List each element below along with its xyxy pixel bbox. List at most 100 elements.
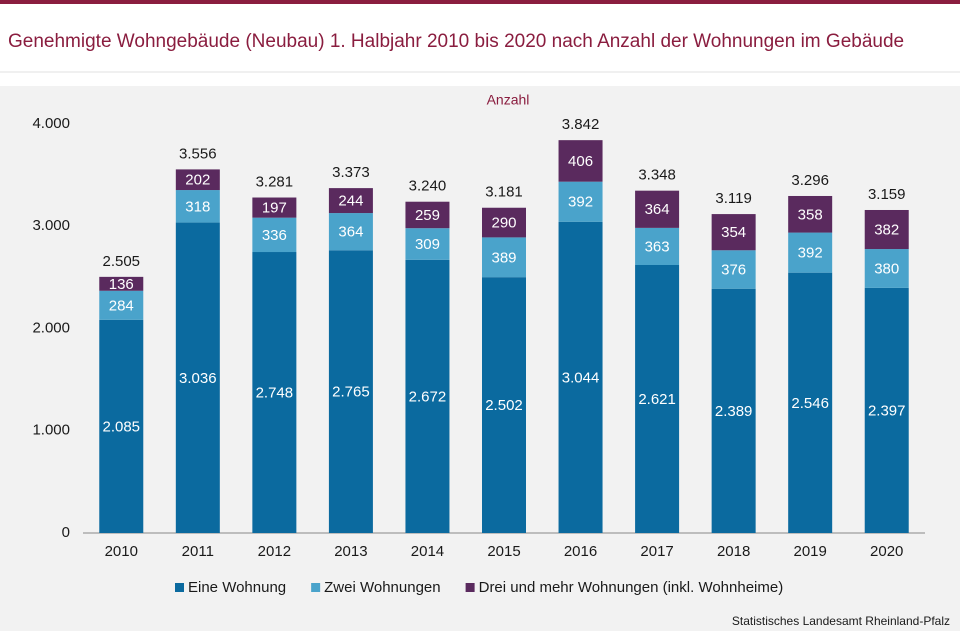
bar-segment	[99, 290, 144, 320]
segment-label: 358	[798, 206, 823, 223]
x-tick-label: 2016	[564, 543, 597, 560]
bar-segment	[788, 272, 833, 533]
segment-label: 244	[338, 193, 363, 210]
legend-label: Drei und mehr Wohnungen (inkl. Wohnheime…	[479, 579, 784, 596]
segment-label: 2.765	[332, 384, 370, 401]
segment-label: 2.621	[638, 391, 676, 408]
segment-label: 354	[721, 224, 746, 241]
y-tick-label: 4.000	[32, 115, 70, 132]
x-tick-label: 2011	[182, 543, 214, 560]
bar-segment	[252, 217, 297, 253]
y-axis-label: Anzahl	[487, 92, 530, 108]
bar-segment	[405, 228, 450, 260]
bar-segment	[175, 169, 220, 191]
x-tick-label: 2013	[334, 543, 367, 560]
x-tick-label: 2015	[487, 543, 520, 560]
bar-segment	[99, 276, 144, 291]
x-tick-label: 2019	[793, 543, 826, 560]
x-tick-label: 2018	[717, 543, 750, 560]
bar-segment	[99, 319, 144, 533]
segment-label: 136	[109, 276, 134, 293]
segment-label: 3.044	[562, 369, 600, 386]
bar-segment	[482, 237, 526, 278]
source: Statistisches Landesamt Rheinland-Pfalz	[732, 614, 950, 628]
segment-label: 197	[262, 200, 287, 217]
bar-segment	[788, 232, 833, 273]
bar-segment	[864, 287, 909, 533]
segment-label: 318	[185, 198, 210, 215]
segment-label: 364	[645, 201, 670, 218]
segment-label: 2.546	[791, 395, 829, 412]
legend-swatch	[175, 583, 184, 592]
x-tick-label: 2012	[258, 543, 291, 560]
segment-label: 3.036	[179, 370, 217, 387]
total-label: 3.556	[179, 145, 217, 162]
segment-label: 392	[798, 245, 823, 262]
segment-label: 2.672	[409, 388, 447, 405]
segment-label: 2.085	[102, 418, 140, 435]
segment-label: 406	[568, 153, 593, 170]
bar-segment	[788, 195, 833, 233]
x-tick-label: 2014	[411, 543, 444, 560]
bar-segment	[864, 209, 909, 250]
segment-label: 2.502	[485, 397, 523, 414]
bar-segment	[405, 259, 450, 533]
bar-segment	[711, 250, 756, 289]
total-label: 3.119	[715, 190, 751, 207]
total-label: 3.373	[332, 164, 370, 181]
bar-segment	[558, 181, 603, 222]
y-tick-label: 2.000	[32, 319, 70, 336]
segment-label: 363	[645, 238, 670, 255]
x-tick-label: 2020	[870, 543, 903, 560]
total-label: 2.505	[102, 253, 140, 270]
x-tick-label: 2017	[640, 543, 673, 560]
bar-segment	[328, 250, 373, 533]
segment-label: 364	[338, 224, 363, 241]
total-label: 3.348	[638, 167, 676, 184]
segment-label: 336	[262, 227, 287, 244]
bar-segment	[864, 249, 909, 288]
total-label: 3.240	[409, 178, 447, 195]
bar-segment	[635, 227, 680, 266]
top-bar	[0, 0, 960, 4]
bar-segment	[635, 265, 680, 533]
total-label: 3.842	[562, 116, 600, 133]
segment-label: 309	[415, 236, 440, 253]
segment-label: 202	[185, 172, 210, 189]
total-label: 3.296	[791, 172, 829, 189]
segment-label: 259	[415, 207, 440, 224]
segment-label: 392	[568, 194, 593, 211]
bar-segment	[328, 188, 373, 214]
y-tick-label: 3.000	[32, 217, 70, 234]
chart-title: Genehmigte Wohngebäude (Neubau) 1. Halbj…	[8, 31, 904, 52]
legend-swatch	[465, 583, 475, 592]
total-label: 3.181	[485, 184, 523, 201]
segment-label: 290	[491, 215, 516, 232]
bar-segment	[482, 207, 526, 238]
segment-label: 2.748	[256, 384, 294, 401]
segment-label: 382	[874, 221, 899, 238]
y-tick-label: 0	[62, 524, 70, 541]
bar-segment	[711, 288, 756, 533]
bar-segment	[482, 277, 526, 533]
legend-swatch	[311, 583, 321, 592]
bar-segment	[558, 140, 603, 182]
segment-label: 389	[491, 249, 516, 266]
bar-segment	[711, 214, 756, 251]
segment-label: 2.389	[715, 403, 753, 420]
bar-segment	[635, 190, 680, 228]
bar-segment	[558, 221, 603, 533]
y-tick-label: 1.000	[32, 422, 70, 439]
total-label: 3.281	[256, 173, 294, 190]
segment-label: 284	[109, 297, 134, 314]
segment-label: 376	[721, 261, 746, 278]
legend-label: Zwei Wohnungen	[324, 579, 440, 596]
bar-segment	[175, 190, 220, 223]
segment-label: 2.397	[868, 402, 906, 419]
legend-label: Eine Wohnung	[188, 579, 286, 596]
x-tick-label: 2010	[105, 543, 138, 560]
bar-segment	[252, 197, 297, 218]
bar-segment	[175, 222, 220, 533]
segment-label: 380	[874, 260, 899, 277]
